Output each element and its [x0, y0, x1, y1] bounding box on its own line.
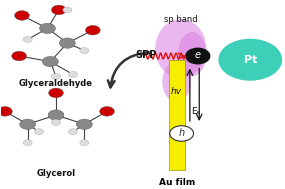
Circle shape [68, 129, 78, 135]
Text: Glycerol: Glycerol [36, 170, 76, 178]
Text: Au film: Au film [159, 178, 195, 187]
Circle shape [52, 73, 60, 79]
Circle shape [52, 5, 66, 15]
Text: hv: hv [170, 88, 182, 97]
Circle shape [34, 129, 44, 135]
Circle shape [20, 119, 36, 129]
Text: e: e [195, 50, 201, 60]
Text: h: h [179, 128, 185, 138]
Circle shape [23, 140, 32, 146]
Bar [170, 60, 185, 170]
Circle shape [86, 25, 100, 35]
Text: Glyceraldehyde: Glyceraldehyde [19, 79, 93, 88]
Circle shape [52, 119, 60, 125]
Circle shape [49, 88, 63, 98]
Circle shape [80, 48, 89, 53]
Text: Pt: Pt [244, 55, 257, 65]
Text: sp band: sp band [164, 15, 198, 24]
Text: Eₑ: Eₑ [191, 107, 201, 116]
Circle shape [186, 48, 210, 64]
Circle shape [59, 38, 75, 48]
Circle shape [12, 51, 27, 61]
Circle shape [40, 23, 55, 33]
Text: SPP: SPP [135, 50, 157, 60]
Circle shape [48, 110, 64, 120]
Circle shape [80, 140, 89, 146]
Ellipse shape [155, 19, 206, 78]
Circle shape [42, 56, 58, 67]
Circle shape [63, 7, 72, 13]
Circle shape [170, 126, 194, 141]
Ellipse shape [162, 62, 191, 102]
Circle shape [15, 11, 29, 20]
Circle shape [219, 40, 282, 80]
Circle shape [0, 107, 12, 116]
Circle shape [68, 71, 78, 77]
Circle shape [76, 119, 92, 129]
Circle shape [23, 36, 32, 42]
Circle shape [100, 107, 114, 116]
Ellipse shape [178, 32, 206, 76]
